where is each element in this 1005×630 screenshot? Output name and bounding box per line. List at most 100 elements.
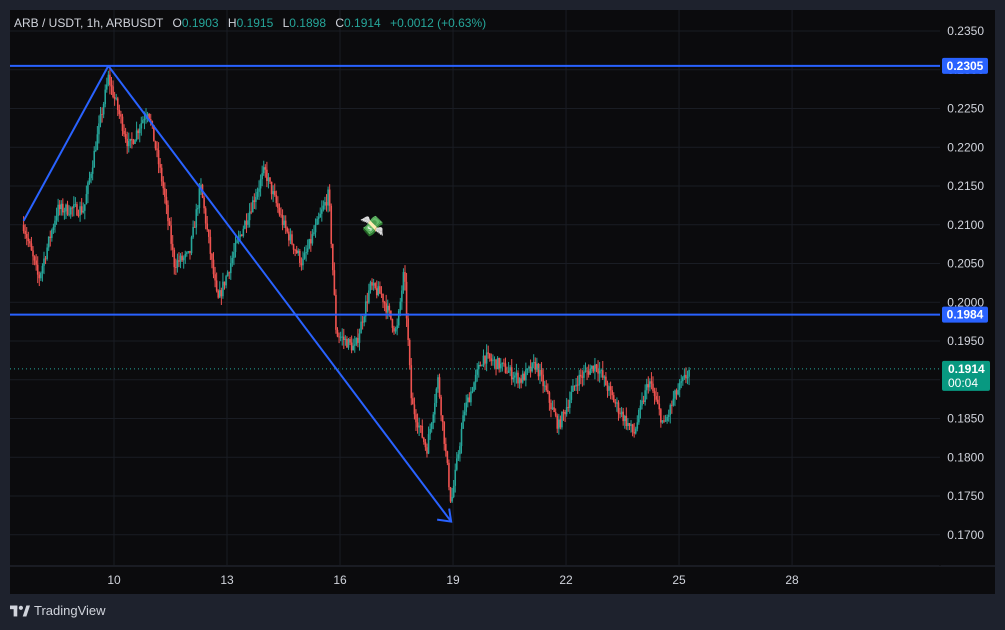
candle[interactable] [99, 106, 102, 128]
candle[interactable] [523, 371, 526, 381]
candle[interactable] [110, 77, 113, 95]
candle[interactable] [248, 203, 251, 228]
candle[interactable] [536, 357, 538, 373]
candle[interactable] [605, 372, 607, 386]
candle[interactable] [537, 362, 540, 381]
candle[interactable] [448, 459, 450, 491]
candle[interactable] [292, 243, 295, 255]
candle[interactable] [554, 408, 557, 418]
candle[interactable] [286, 226, 289, 234]
candle[interactable] [459, 442, 461, 462]
candle[interactable] [482, 349, 485, 368]
candle[interactable] [319, 207, 322, 218]
candle[interactable] [437, 374, 439, 393]
candle[interactable] [182, 255, 185, 269]
candle[interactable] [162, 176, 165, 195]
candle[interactable] [499, 358, 502, 373]
candle[interactable] [361, 315, 364, 330]
candle[interactable] [386, 299, 389, 319]
candle[interactable] [204, 206, 207, 230]
candle[interactable] [564, 409, 566, 422]
candle[interactable] [38, 271, 41, 287]
candle[interactable] [289, 228, 292, 245]
candle[interactable] [109, 65, 111, 95]
candle[interactable] [660, 408, 662, 428]
candle[interactable] [396, 318, 398, 336]
candle[interactable] [531, 362, 533, 373]
candle[interactable] [600, 368, 602, 378]
candle[interactable] [270, 181, 273, 200]
candle[interactable] [558, 413, 560, 435]
candle[interactable] [294, 248, 296, 257]
candle[interactable] [595, 363, 598, 373]
candle[interactable] [178, 252, 180, 268]
candle[interactable] [322, 200, 325, 212]
candle[interactable] [138, 124, 141, 143]
candle[interactable] [218, 281, 221, 299]
candle[interactable] [498, 357, 500, 373]
time-axis[interactable] [10, 566, 995, 594]
candle[interactable] [107, 70, 110, 87]
candle[interactable] [674, 389, 676, 407]
candle[interactable] [24, 224, 26, 239]
candle[interactable] [434, 394, 436, 423]
candle[interactable] [189, 250, 191, 260]
candle[interactable] [598, 362, 601, 383]
candle[interactable] [327, 186, 329, 213]
candle[interactable] [465, 394, 468, 416]
candle[interactable] [127, 132, 130, 153]
candle[interactable] [371, 278, 373, 290]
candle[interactable] [506, 366, 508, 374]
candle[interactable] [40, 271, 42, 282]
candle[interactable] [360, 314, 362, 334]
candle[interactable] [410, 358, 413, 406]
candle[interactable] [222, 272, 224, 299]
candle[interactable] [105, 77, 108, 93]
candle[interactable] [426, 443, 428, 458]
candle[interactable] [501, 362, 504, 372]
candle[interactable] [666, 414, 668, 424]
candle[interactable] [369, 280, 372, 294]
candle[interactable] [671, 400, 673, 414]
candle[interactable] [490, 353, 493, 366]
candle[interactable] [156, 141, 158, 158]
candle[interactable] [655, 387, 657, 402]
candle[interactable] [357, 328, 359, 348]
candle[interactable] [548, 390, 551, 411]
candle[interactable] [247, 213, 249, 228]
candle[interactable] [432, 411, 435, 430]
candle[interactable] [214, 266, 216, 288]
candle[interactable] [228, 271, 231, 279]
candle[interactable] [352, 338, 355, 351]
candle[interactable] [507, 361, 510, 374]
candle[interactable] [300, 257, 303, 271]
candle[interactable] [87, 180, 89, 204]
price-axis[interactable] [940, 10, 995, 566]
candle[interactable] [634, 426, 637, 435]
candle[interactable] [187, 251, 190, 254]
candle[interactable] [229, 255, 232, 280]
candle[interactable] [349, 337, 351, 346]
candle[interactable] [308, 238, 311, 250]
candle[interactable] [514, 371, 516, 387]
candle[interactable] [91, 160, 94, 181]
candle[interactable] [492, 354, 494, 366]
candle[interactable] [291, 230, 293, 246]
candle[interactable] [32, 246, 34, 265]
candle[interactable] [113, 91, 116, 106]
candle[interactable] [578, 370, 581, 392]
candle[interactable] [284, 215, 287, 234]
candle[interactable] [225, 274, 227, 289]
candle[interactable] [311, 229, 314, 246]
candle[interactable] [399, 297, 402, 317]
candle[interactable] [167, 200, 169, 231]
candle[interactable] [36, 256, 39, 284]
candle[interactable] [625, 407, 628, 430]
candle[interactable] [683, 368, 686, 380]
candle[interactable] [82, 202, 85, 214]
candle[interactable] [303, 246, 306, 260]
candle[interactable] [608, 382, 610, 396]
candle[interactable] [528, 365, 530, 374]
candle[interactable] [273, 183, 276, 197]
candle[interactable] [84, 204, 86, 220]
